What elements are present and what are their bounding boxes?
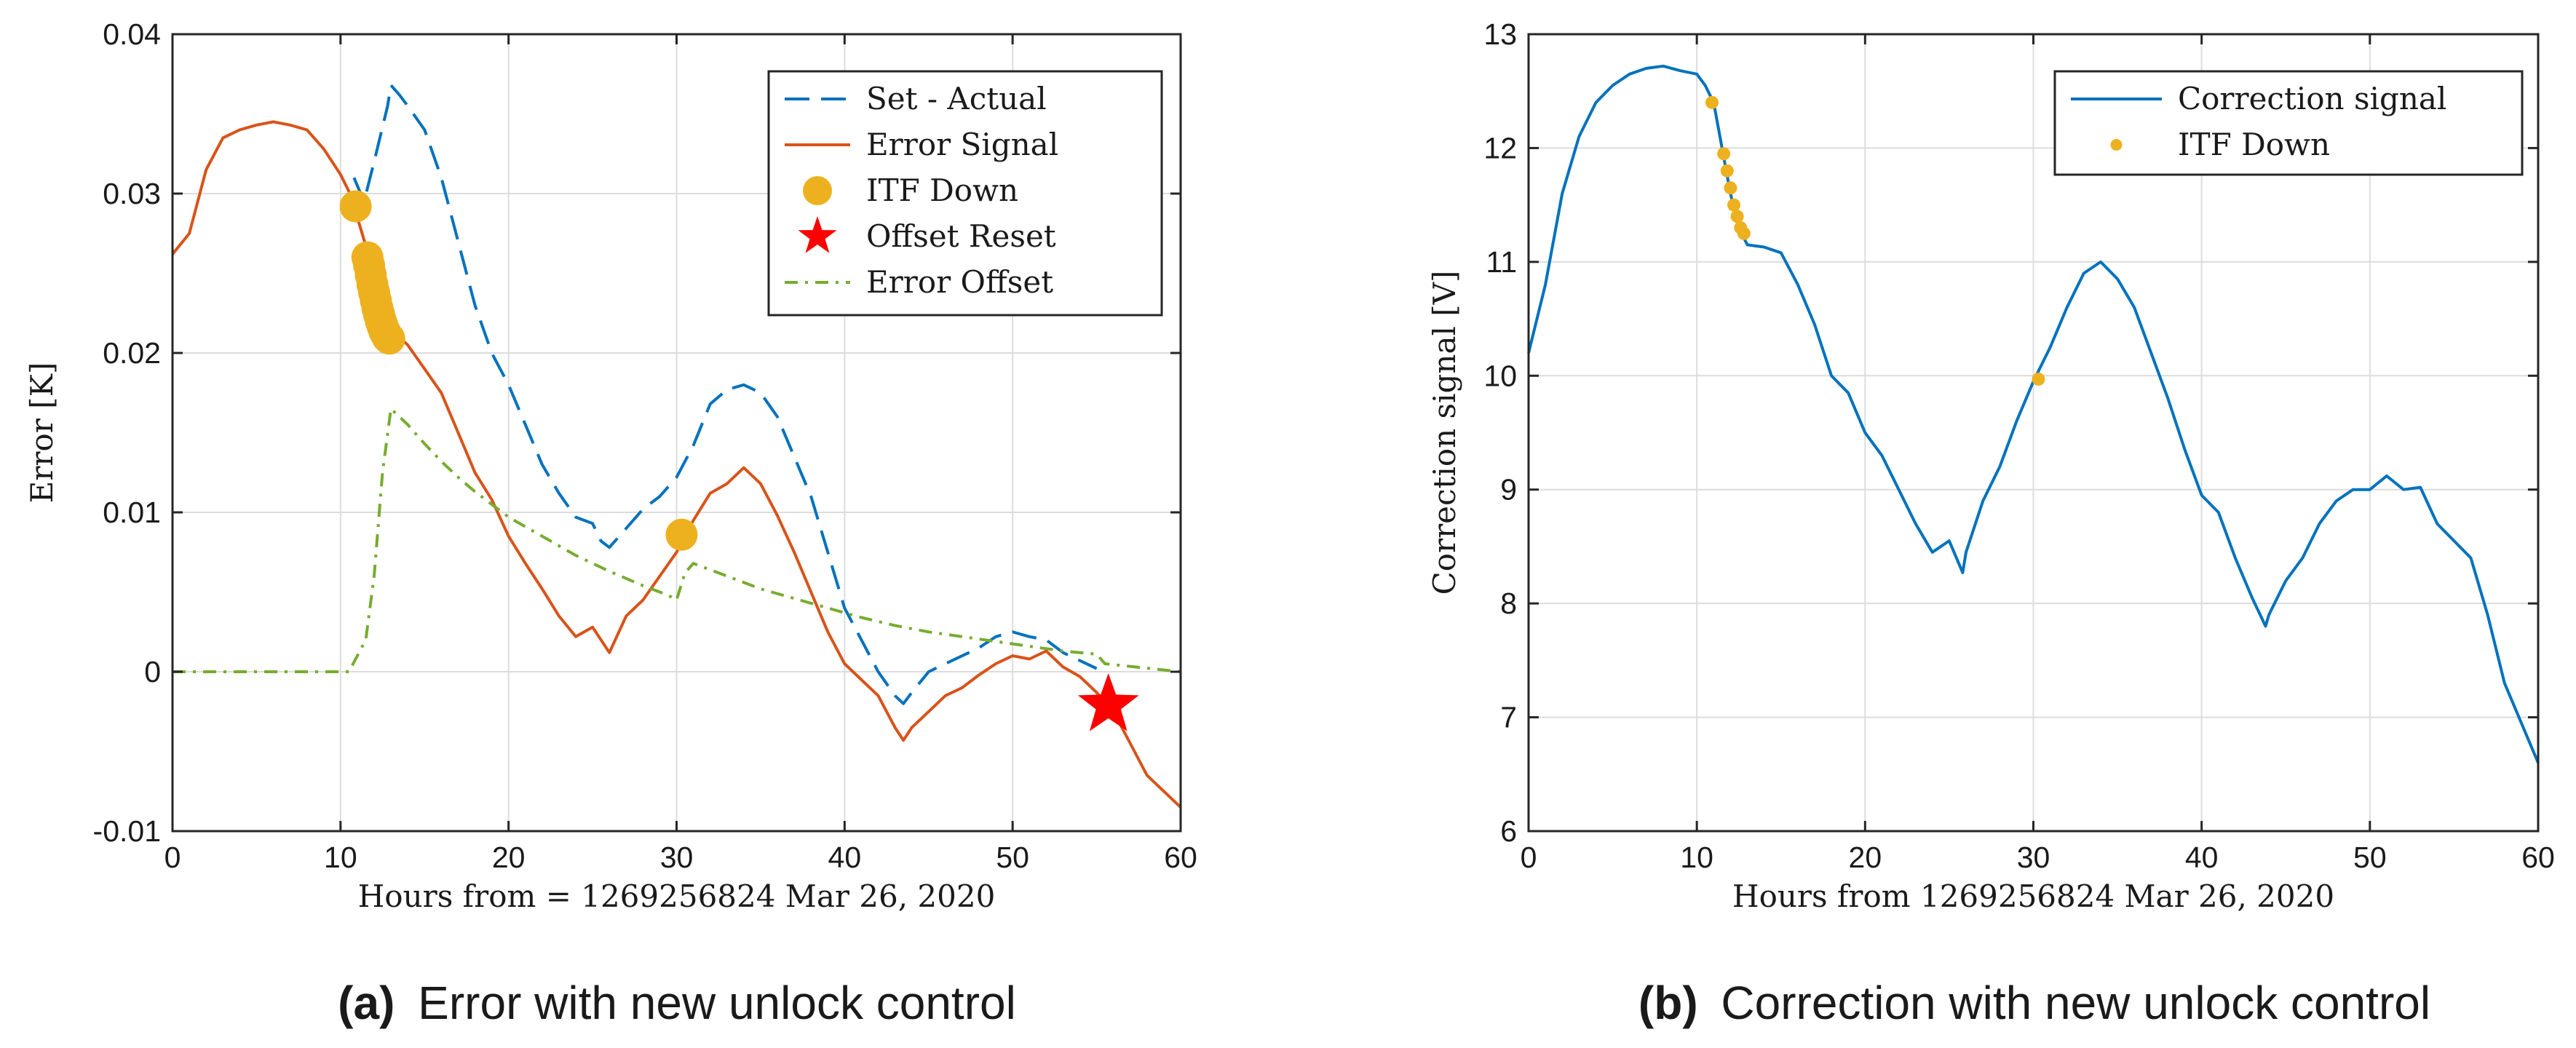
y-tick-label: 13 [1483,17,1517,51]
legend-label-itf-down: ITF Down [2178,127,2330,162]
y-tick-label: 8 [1500,587,1517,620]
panel-a-series [171,84,1182,809]
itf-down-marker [1730,210,1744,223]
panel-b-ticks: 0 10 20 30 40 50 60 6 7 8 9 10 11 12 13 [1483,17,2554,874]
itf-down-marker [339,190,372,223]
legend-swatch-itf-down [803,176,832,205]
x-tick-label: 50 [996,841,1029,874]
itf-down-marker [1724,181,1737,195]
legend-label-itf-down: ITF Down [866,172,1018,208]
x-tick-label: 30 [2017,841,2050,874]
panel-a-caption: (a) Error with new unlock control [338,977,1016,1029]
legend-label-set-actual: Set - Actual [866,81,1047,116]
x-tick-label: 10 [1680,841,1713,874]
y-tick-label: 0.03 [103,177,161,210]
panel-b-caption-text: Correction with new unlock control [1721,977,2430,1029]
y-tick-label: 7 [1500,701,1517,734]
panel-a-caption-letter: (a) [338,977,395,1029]
itf-down-marker [1705,95,1719,109]
panel-a-y-axis-label: Error [K] [24,362,60,504]
legend-label-correction-signal: Correction signal [2178,81,2446,116]
itf-down-marker [2032,372,2045,386]
x-tick-label: 60 [1164,841,1197,874]
panel-b-x-axis-label: Hours from 1269256824 Mar 26, 2020 [1732,878,2334,914]
legend-box [2053,70,2524,176]
panel-b-caption-letter: (b) [1638,977,1698,1029]
y-tick-label: 9 [1500,473,1517,507]
legend-swatch-itf-down [2110,139,2123,151]
series-line-set-actual [352,84,1098,705]
y-tick-label: 0.04 [103,17,161,51]
series-line-correction-signal [1527,64,2540,763]
x-tick-label: 20 [1849,841,1882,874]
x-tick-label: 40 [2185,841,2219,874]
legend-swatch-offset-reset [798,216,837,253]
legend-label-error-signal: Error Signal [866,127,1058,162]
y-tick-label: -0.01 [93,814,161,848]
y-tick-label: 0.02 [103,336,161,370]
x-tick-label: 30 [660,841,694,874]
x-tick-label: 10 [324,841,357,874]
y-tick-label: 12 [1483,131,1517,164]
y-tick-label: 11 [1486,245,1517,279]
x-tick-label: 40 [828,841,862,874]
x-tick-label: 50 [2353,841,2387,874]
itf-down-marker [1737,226,1751,240]
legend-label-error-offset: Error Offset [866,264,1053,300]
offset-reset-star-marker [1077,673,1139,731]
itf-down-marker [373,322,405,355]
itf-down-marker [1727,198,1741,212]
y-tick-label: 10 [1483,359,1517,392]
panel-b-chart: 0 10 20 30 40 50 60 6 7 8 9 10 11 12 13 Hours from 126… [1427,17,2555,1029]
panel-a-legend: Set - Actual Error Signal ITF Down Offset R… [767,70,1163,317]
panel-a-markers [339,190,1139,731]
x-tick-label: 0 [1521,841,1537,874]
panel-b-series [1527,64,2540,763]
y-tick-label: 0.01 [103,496,161,529]
y-tick-label: 0 [144,655,161,688]
itf-down-marker [1717,147,1731,161]
panel-b-legend: Correction signal ITF Down [2053,70,2524,176]
panel-b-markers [1705,95,2045,386]
panel-a-caption-text: Error with new unlock control [418,977,1016,1029]
x-tick-label: 60 [2521,841,2555,874]
panel-b-caption: (b) Correction with new unlock control [1638,977,2430,1029]
legend-box [767,70,1163,317]
series-line-error-signal [171,120,1182,809]
panel-a-x-axis-label: Hours from = 1269256824 Mar 26, 2020 [358,878,996,914]
itf-down-marker [1720,164,1734,178]
itf-down-marker [665,518,698,551]
panel-b-y-axis-label: Correction signal [V] [1427,271,1462,595]
x-tick-label: 0 [165,841,181,874]
legend-label-offset-reset: Offset Reset [866,218,1056,254]
x-tick-label: 20 [492,841,526,874]
y-tick-label: 6 [1500,814,1517,848]
